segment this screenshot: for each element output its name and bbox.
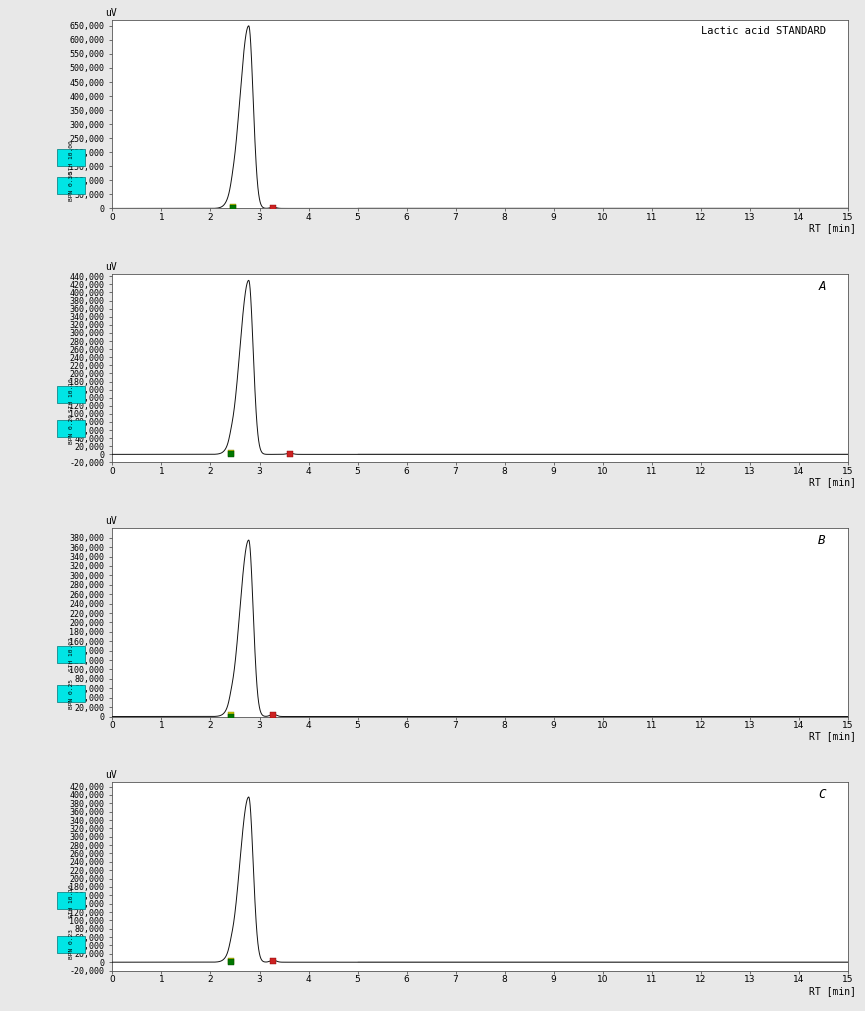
Text: uV: uV xyxy=(106,517,117,527)
Text: uV: uV xyxy=(106,8,117,18)
Text: STH 10.10: STH 10.10 xyxy=(69,378,74,411)
Text: BPN 0.23: BPN 0.23 xyxy=(69,929,74,959)
Text: A: A xyxy=(818,280,825,293)
FancyBboxPatch shape xyxy=(57,646,86,663)
Text: C: C xyxy=(818,788,825,801)
Text: uV: uV xyxy=(106,770,117,780)
Text: Lactic acid STANDARD: Lactic acid STANDARD xyxy=(701,26,825,35)
FancyBboxPatch shape xyxy=(57,177,86,194)
Text: STH 10.10: STH 10.10 xyxy=(69,884,74,918)
X-axis label: RT [min]: RT [min] xyxy=(810,477,856,487)
FancyBboxPatch shape xyxy=(57,386,86,403)
FancyBboxPatch shape xyxy=(57,685,86,703)
X-axis label: RT [min]: RT [min] xyxy=(810,223,856,234)
X-axis label: RT [min]: RT [min] xyxy=(810,732,856,741)
Text: BPN 0.20: BPN 0.20 xyxy=(69,413,74,444)
Text: uV: uV xyxy=(106,263,117,272)
Text: B: B xyxy=(818,534,825,547)
FancyBboxPatch shape xyxy=(57,893,86,910)
Text: STH 10.00: STH 10.00 xyxy=(69,141,74,175)
FancyBboxPatch shape xyxy=(57,936,86,952)
Text: BPN 0.30: BPN 0.30 xyxy=(69,171,74,201)
FancyBboxPatch shape xyxy=(57,150,86,166)
X-axis label: RT [min]: RT [min] xyxy=(810,986,856,996)
Text: STH 10.02: STH 10.02 xyxy=(69,638,74,671)
Text: BPN 0.25: BPN 0.25 xyxy=(69,679,74,709)
FancyBboxPatch shape xyxy=(57,421,86,437)
